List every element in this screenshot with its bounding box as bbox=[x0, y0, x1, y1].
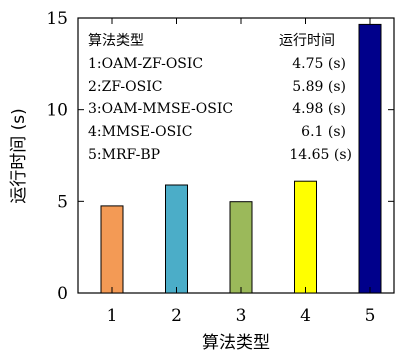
y-axis-label: 运行时间 (s) bbox=[9, 108, 29, 204]
y-tick-label: 15 bbox=[46, 9, 68, 29]
y-tick-label: 0 bbox=[57, 284, 68, 304]
legend-header-right: 运行时间 bbox=[279, 33, 335, 49]
x-tick-label: 5 bbox=[365, 306, 376, 326]
y-tick-label: 5 bbox=[57, 192, 68, 212]
bar-2 bbox=[165, 184, 188, 294]
x-tick-label: 4 bbox=[300, 306, 311, 326]
legend-entry-value: 4.75 (s) bbox=[292, 56, 346, 72]
legend-entry-value: 5.89 (s) bbox=[292, 79, 346, 95]
bars-group bbox=[100, 23, 382, 294]
legend-entry-name: 2:ZF-OSIC bbox=[88, 79, 162, 95]
x-tick-label: 3 bbox=[236, 306, 247, 326]
bar-3 bbox=[229, 201, 253, 294]
legend-entry-name: 4:MMSE-OSIC bbox=[88, 124, 192, 140]
x-tick-label: 1 bbox=[107, 306, 118, 326]
bar-4 bbox=[294, 180, 317, 294]
legend-entry-name: 3:OAM-MMSE-OSIC bbox=[88, 101, 233, 117]
ticks-group: 1 2 3 4 5 0 5 10 15 bbox=[46, 9, 394, 326]
legend-entry-value: 6.1 (s) bbox=[301, 124, 346, 140]
legend: 算法类型 运行时间 1:OAM-ZF-OSIC 4.75 (s) 2:ZF-OS… bbox=[88, 33, 352, 163]
x-axis-label: 算法类型 bbox=[202, 333, 270, 353]
y-tick-label: 10 bbox=[46, 101, 68, 121]
legend-header-left: 算法类型 bbox=[88, 33, 144, 49]
legend-entry-name: 1:OAM-ZF-OSIC bbox=[88, 56, 203, 72]
bar-5 bbox=[358, 23, 382, 294]
legend-entry-name: 5:MRF-BP bbox=[88, 147, 160, 163]
legend-entry-value: 14.65 (s) bbox=[289, 147, 352, 163]
legend-entry-value: 4.98 (s) bbox=[292, 101, 346, 117]
x-tick-label: 2 bbox=[171, 306, 182, 326]
bar-1 bbox=[100, 205, 124, 294]
